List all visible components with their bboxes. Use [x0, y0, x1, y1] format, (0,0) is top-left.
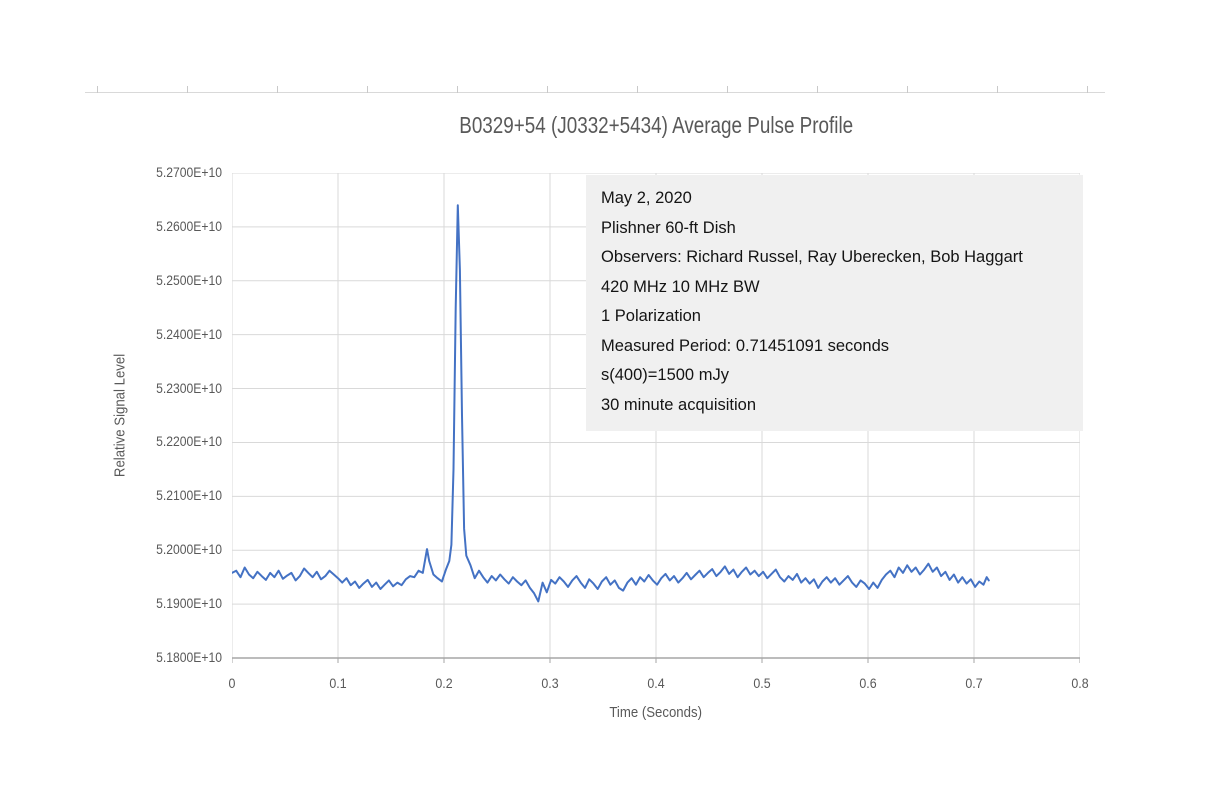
worksheet-column-tick [907, 86, 908, 93]
y-tick-label: 5.2100E+10 [156, 488, 222, 504]
x-tick-label: 0.4 [647, 676, 665, 691]
y-tick-label: 5.2400E+10 [156, 326, 222, 342]
chart-title-text: B0329+54 (J0332+5434) Average Pulse Prof… [459, 112, 853, 138]
annotation-line: 420 MHz 10 MHz BW [601, 277, 760, 296]
worksheet-column-tick [637, 86, 638, 93]
annotation-line: Measured Period: 0.71451091 seconds [601, 336, 890, 355]
x-tick-label: 0.8 [1071, 676, 1089, 691]
worksheet-column-tick [547, 86, 548, 93]
plot-area [232, 173, 1080, 663]
x-tick-label: 0.2 [435, 676, 453, 691]
annotation-line: May 2, 2020 [601, 189, 692, 207]
worksheet-column-tick [817, 86, 818, 93]
x-axis-title: Time (Seconds) [609, 704, 703, 721]
worksheet-column-tick [97, 86, 98, 93]
x-tick-label: 0.3 [541, 676, 559, 691]
x-tick-label: 0.5 [753, 676, 771, 691]
worksheet-column-tick [727, 86, 728, 93]
worksheet-column-tick [1087, 86, 1088, 93]
worksheet-column-tick [187, 86, 188, 93]
annotation-line: 1 Polarization [601, 307, 701, 325]
annotation-line: s(400)=1500 mJy [601, 366, 729, 384]
worksheet-column-tick [367, 86, 368, 93]
annotation-line: Plishner 60-ft Dish [601, 218, 736, 237]
y-tick-label: 5.2600E+10 [156, 218, 222, 234]
y-tick-label: 5.2000E+10 [156, 542, 222, 558]
x-tick-label: 0.6 [859, 676, 877, 691]
y-tick-label: 5.1800E+10 [156, 650, 222, 665]
x-tick-label: 0.1 [329, 676, 347, 691]
series-line [232, 204, 990, 603]
annotation-line: 30 minute acquisition [601, 395, 757, 414]
chart-title: B0329+54 (J0332+5434) Average Pulse Prof… [232, 112, 1080, 139]
x-tick-label: 0.7 [965, 676, 983, 691]
y-tick-label: 5.2200E+10 [156, 434, 222, 450]
worksheet-column-tick [277, 86, 278, 93]
y-tick-label: 5.2500E+10 [156, 272, 222, 288]
y-tick-label: 5.1900E+10 [156, 596, 222, 612]
x-tick-label: 0 [228, 676, 236, 691]
worksheet-row-gridline [85, 92, 1105, 93]
annotation-line: Observers: Richard Russel, Ray Uberecken… [601, 248, 1023, 266]
y-tick-label: 5.2700E+10 [156, 165, 222, 180]
worksheet-column-tick [457, 86, 458, 93]
annotation-box[interactable]: May 2, 2020 Plishner 60-ft Dish Observers:… [586, 175, 1083, 431]
worksheet-column-tick [997, 86, 998, 93]
y-tick-label: 5.2300E+10 [156, 380, 222, 396]
